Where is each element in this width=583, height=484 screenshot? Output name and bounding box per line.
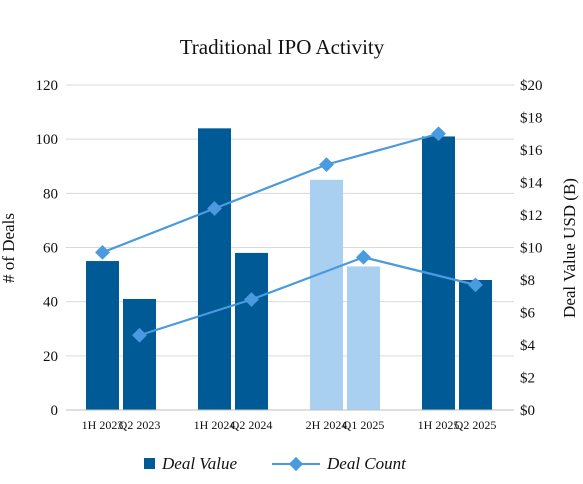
point-marker xyxy=(244,292,259,307)
left-tick-label: 60 xyxy=(43,241,58,257)
legend-label-deal-value: Deal Value xyxy=(161,454,238,473)
bar xyxy=(123,298,156,410)
x-tick-label: Q2 2023 xyxy=(119,418,161,432)
bar xyxy=(198,128,231,411)
left-tick-label: 40 xyxy=(43,295,58,311)
left-tick-label: 0 xyxy=(51,403,59,419)
right-tick-label: $10 xyxy=(520,241,543,257)
right-tick-label: $8 xyxy=(520,273,535,289)
right-tick-label: $6 xyxy=(520,306,536,322)
point-marker xyxy=(468,277,483,293)
point-marker xyxy=(95,244,110,260)
legend-marker-deal-count-diamond xyxy=(288,456,304,472)
right-tick-label: $18 xyxy=(520,111,543,127)
bar xyxy=(235,252,268,410)
left-axis-ticks: 0 20 40 60 80 100 120 xyxy=(36,78,59,419)
left-tick-label: 120 xyxy=(36,78,59,94)
right-tick-label: $2 xyxy=(520,371,535,387)
x-tick-label: 1H 2024 xyxy=(194,418,236,432)
bar xyxy=(347,266,380,410)
right-tick-label: $12 xyxy=(520,208,543,224)
x-tick-label: 2H 2024 xyxy=(306,418,348,432)
point-marker xyxy=(132,327,147,343)
legend: Deal Value Deal Count xyxy=(144,454,407,473)
line-series-deal-count xyxy=(95,126,483,343)
x-tick-label: Q1 2025 xyxy=(343,418,385,432)
series-line xyxy=(102,132,439,254)
right-axis-ticks: $0 $2 $4 $6 $8 $10 $12 $14 $16 $18 $20 xyxy=(520,78,543,419)
left-axis-label: # of Deals xyxy=(0,213,18,283)
right-tick-label: $14 xyxy=(520,176,543,192)
bar xyxy=(459,280,492,410)
left-tick-label: 20 xyxy=(43,349,58,365)
series-line xyxy=(139,256,476,337)
right-tick-label: $4 xyxy=(520,338,536,354)
left-tick-label: 100 xyxy=(36,132,59,148)
right-tick-label: $20 xyxy=(520,78,543,94)
left-tick-label: 80 xyxy=(43,186,58,202)
bar xyxy=(86,261,119,410)
right-tick-label: $0 xyxy=(520,403,535,419)
point-marker xyxy=(319,157,334,173)
right-axis-label: Deal Value USD (B) xyxy=(560,178,579,318)
x-tick-label: Q2 2024 xyxy=(231,418,273,432)
bar xyxy=(310,179,343,410)
bar-series-deal-value xyxy=(86,128,492,411)
chart-title: Traditional IPO Activity xyxy=(180,35,385,59)
point-marker xyxy=(356,249,371,265)
x-tick-label: Q2 2025 xyxy=(455,418,497,432)
x-tick-label: 1H 2025 xyxy=(418,418,460,432)
right-tick-label: $16 xyxy=(520,143,543,159)
point-marker xyxy=(207,201,222,216)
legend-label-deal-count: Deal Count xyxy=(326,454,407,473)
x-tick-label: 1H 2023 xyxy=(82,418,124,432)
point-marker xyxy=(431,126,446,142)
legend-marker-deal-value xyxy=(144,458,155,469)
